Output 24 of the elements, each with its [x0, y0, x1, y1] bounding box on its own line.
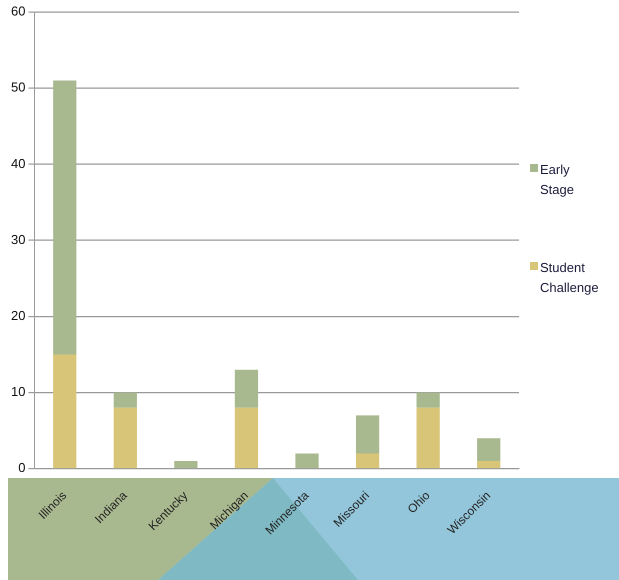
bar: [53, 354, 76, 468]
y-tick-label: 0: [18, 460, 26, 476]
y-tick-label: 10: [10, 384, 26, 400]
bar: [356, 453, 380, 468]
bar: [114, 408, 137, 468]
bar: [477, 461, 500, 468]
legend-label: Student Challenge: [540, 259, 600, 297]
y-tick-label: 30: [10, 232, 26, 247]
legend-label: Early Stage: [540, 161, 575, 199]
bar: [356, 415, 380, 454]
x-tick-label: Ohio: [404, 488, 433, 516]
bar: [114, 392, 137, 408]
bar: [53, 80, 76, 354]
bar: [416, 408, 440, 468]
y-tick-label: 50: [10, 80, 26, 95]
bar: [477, 438, 500, 462]
y-tick-label: 60: [10, 4, 26, 19]
bar: [234, 408, 258, 468]
bar: [234, 370, 258, 408]
y-tick-label: 20: [10, 308, 26, 324]
y-tick-label: 40: [10, 156, 26, 171]
bar: [416, 392, 440, 408]
bar: [174, 461, 198, 468]
bar: [295, 453, 319, 468]
